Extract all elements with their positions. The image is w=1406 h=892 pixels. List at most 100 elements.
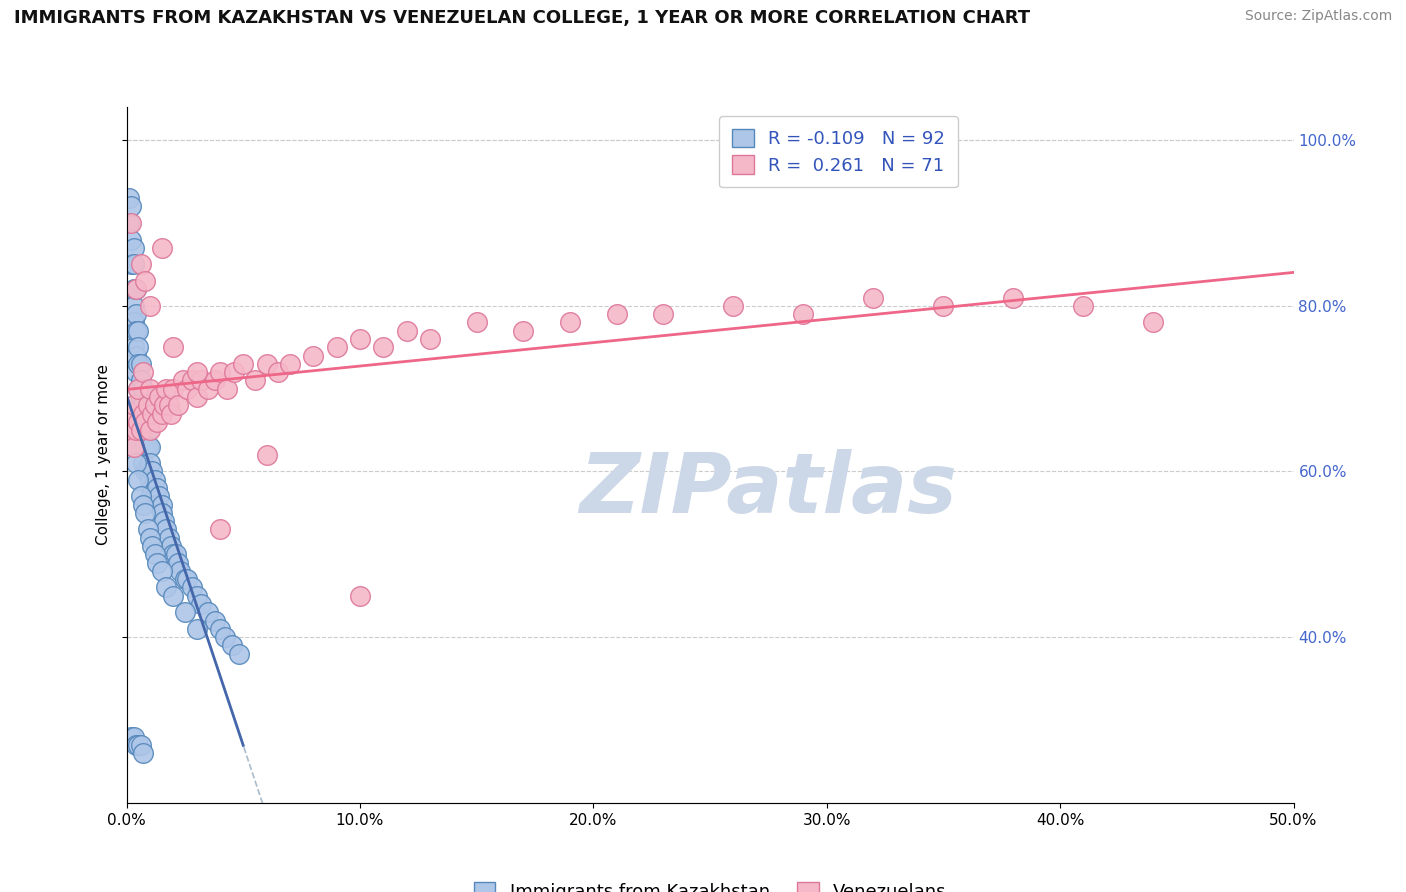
Text: Source: ZipAtlas.com: Source: ZipAtlas.com — [1244, 9, 1392, 23]
Point — [221, 639, 243, 653]
Point — [136, 523, 159, 537]
Point — [143, 473, 166, 487]
Point — [512, 324, 534, 338]
Point — [143, 398, 166, 412]
Point — [125, 282, 148, 296]
Point — [186, 390, 208, 404]
Point — [148, 390, 170, 404]
Point — [167, 398, 190, 412]
Point — [174, 572, 197, 586]
Point — [129, 357, 152, 371]
Point — [176, 382, 198, 396]
Point — [162, 382, 184, 396]
Point — [157, 531, 180, 545]
Point — [122, 398, 145, 412]
Point — [162, 589, 184, 603]
Point — [127, 415, 149, 429]
Point — [120, 199, 142, 213]
Point — [302, 349, 325, 363]
Point — [558, 315, 581, 329]
Point — [122, 282, 145, 296]
Point — [122, 440, 145, 454]
Point — [132, 746, 155, 760]
Point — [122, 257, 145, 271]
Point — [129, 489, 152, 503]
Point — [1002, 291, 1025, 305]
Point — [129, 398, 152, 412]
Point — [122, 299, 145, 313]
Point — [150, 241, 173, 255]
Point — [174, 605, 197, 619]
Point — [132, 456, 155, 470]
Point — [118, 423, 141, 437]
Point — [127, 423, 149, 437]
Point — [125, 324, 148, 338]
Point — [395, 324, 418, 338]
Point — [723, 299, 745, 313]
Point — [125, 349, 148, 363]
Point — [349, 332, 371, 346]
Point — [139, 423, 162, 437]
Point — [120, 730, 142, 744]
Point — [127, 398, 149, 412]
Point — [134, 465, 156, 479]
Point — [186, 589, 208, 603]
Point — [134, 274, 156, 288]
Point — [465, 315, 488, 329]
Point — [146, 415, 169, 429]
Point — [132, 398, 155, 412]
Point — [139, 473, 162, 487]
Point — [208, 365, 231, 379]
Text: ZIPatlas: ZIPatlas — [579, 450, 957, 530]
Point — [143, 489, 166, 503]
Point — [204, 373, 226, 387]
Point — [132, 415, 155, 429]
Point — [129, 423, 152, 437]
Point — [122, 315, 145, 329]
Point — [118, 216, 141, 230]
Point — [267, 365, 290, 379]
Point — [278, 357, 301, 371]
Point — [162, 340, 184, 354]
Point — [125, 456, 148, 470]
Point — [118, 191, 141, 205]
Point — [169, 564, 191, 578]
Point — [141, 481, 163, 495]
Point — [129, 373, 152, 387]
Point — [148, 489, 170, 503]
Point — [153, 514, 176, 528]
Point — [256, 448, 278, 462]
Point — [125, 738, 148, 752]
Text: IMMIGRANTS FROM KAZAKHSTAN VS VENEZUELAN COLLEGE, 1 YEAR OR MORE CORRELATION CHA: IMMIGRANTS FROM KAZAKHSTAN VS VENEZUELAN… — [14, 9, 1031, 27]
Point — [136, 440, 159, 454]
Point — [120, 257, 142, 271]
Point — [134, 440, 156, 454]
Point — [125, 282, 148, 296]
Point — [127, 473, 149, 487]
Point — [606, 307, 628, 321]
Point — [141, 539, 163, 553]
Point — [172, 373, 194, 387]
Point — [136, 398, 159, 412]
Point — [215, 382, 238, 396]
Point — [132, 382, 155, 396]
Point — [139, 440, 162, 454]
Point — [125, 365, 148, 379]
Point — [136, 465, 159, 479]
Point — [349, 589, 371, 603]
Point — [180, 581, 202, 595]
Point — [214, 630, 236, 644]
Point — [129, 423, 152, 437]
Point — [150, 407, 173, 421]
Point — [134, 415, 156, 429]
Point — [932, 299, 955, 313]
Point — [146, 498, 169, 512]
Point — [139, 299, 162, 313]
Point — [150, 564, 173, 578]
Point — [204, 614, 226, 628]
Point — [792, 307, 814, 321]
Point — [190, 373, 212, 387]
Point — [122, 241, 145, 255]
Point — [132, 498, 155, 512]
Point — [132, 440, 155, 454]
